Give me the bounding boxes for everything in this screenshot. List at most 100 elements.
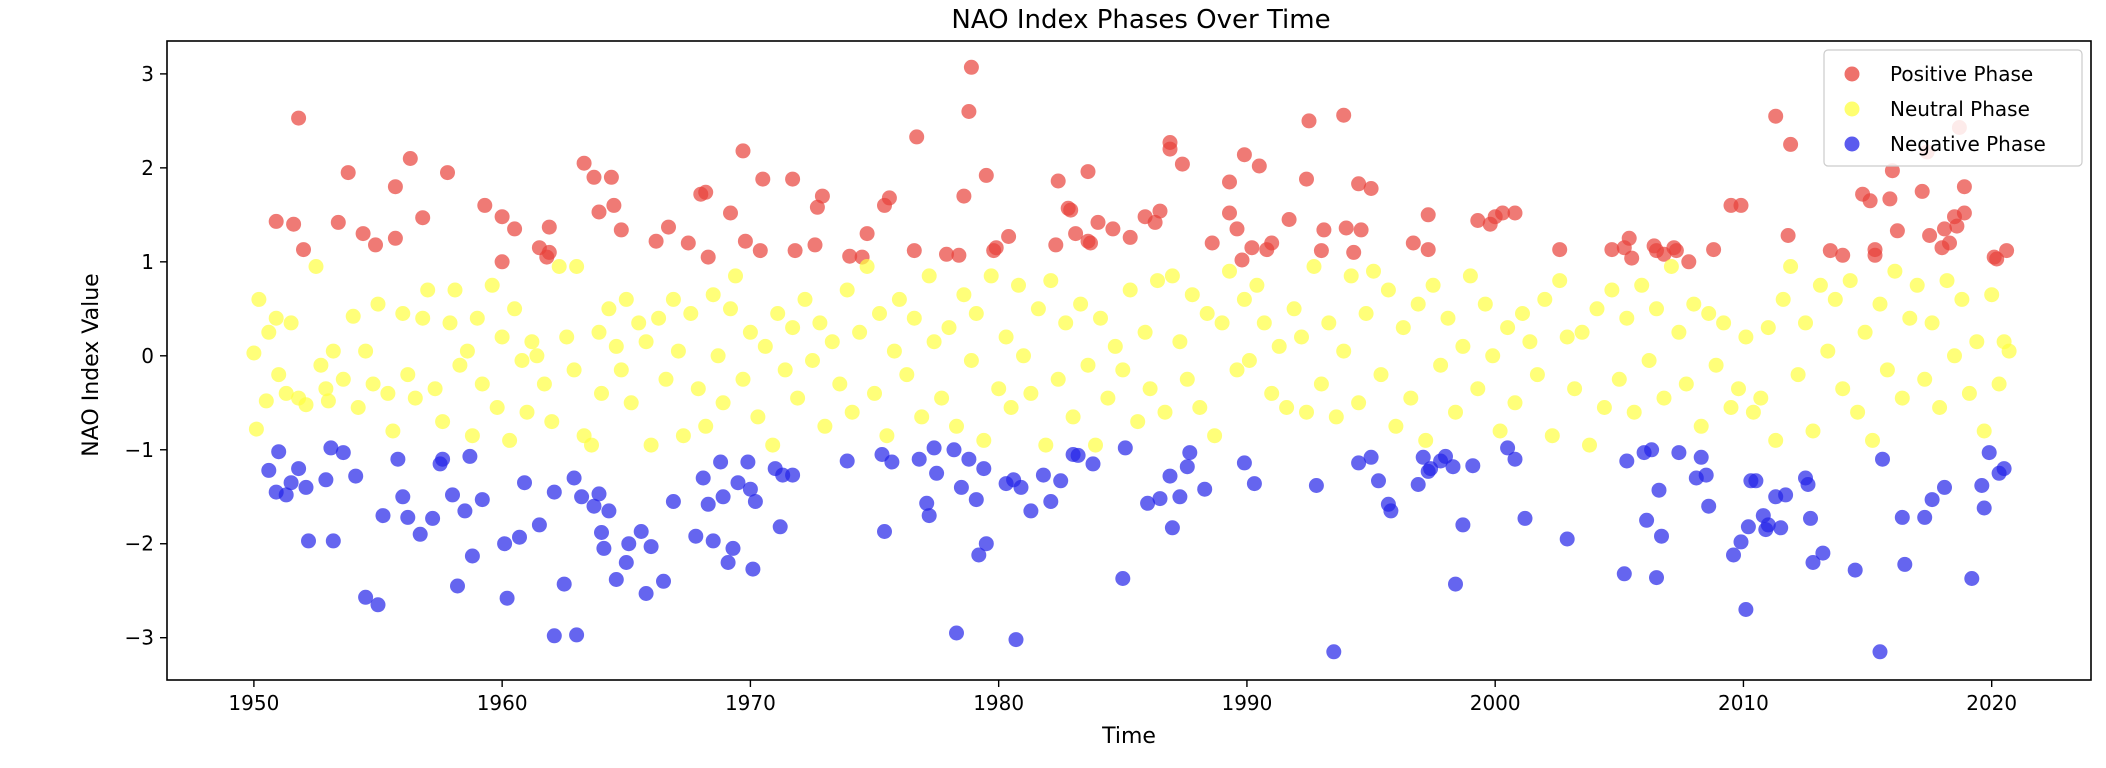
point-neutral bbox=[1222, 263, 1237, 279]
point-negative bbox=[594, 525, 609, 540]
point-neutral bbox=[474, 376, 490, 392]
point-neutral bbox=[618, 291, 634, 307]
point-positive bbox=[1090, 214, 1106, 230]
point-positive bbox=[507, 221, 523, 237]
point-neutral bbox=[370, 296, 386, 312]
point-neutral bbox=[839, 282, 855, 298]
point-positive bbox=[1668, 243, 1684, 259]
point-neutral bbox=[435, 414, 451, 430]
point-neutral bbox=[1879, 362, 1895, 378]
point-positive bbox=[415, 210, 431, 226]
point-negative bbox=[608, 572, 624, 587]
point-negative bbox=[971, 547, 987, 563]
point-positive bbox=[906, 243, 922, 259]
point-neutral bbox=[683, 306, 699, 321]
point-negative bbox=[785, 467, 801, 483]
point-positive bbox=[1986, 249, 2002, 265]
point-negative bbox=[1815, 545, 1831, 561]
point-neutral bbox=[1731, 381, 1746, 397]
point-negative bbox=[643, 539, 659, 555]
point-positive bbox=[268, 213, 284, 229]
point-neutral bbox=[1172, 334, 1188, 350]
point-positive bbox=[1222, 205, 1237, 221]
point-positive bbox=[1405, 235, 1421, 251]
point-neutral bbox=[1909, 277, 1925, 293]
point-negative bbox=[725, 540, 741, 556]
point-negative bbox=[1897, 556, 1913, 572]
point-positive bbox=[1783, 136, 1799, 152]
point-neutral bbox=[1641, 353, 1657, 368]
x-tick-label: 1960 bbox=[477, 691, 528, 715]
point-positive bbox=[1922, 228, 1938, 243]
point-neutral bbox=[1343, 268, 1359, 284]
point-neutral bbox=[1582, 437, 1597, 453]
x-tick-label: 2010 bbox=[1718, 691, 1769, 715]
point-neutral bbox=[1418, 432, 1434, 448]
point-neutral bbox=[631, 315, 647, 331]
point-neutral bbox=[1969, 334, 1985, 350]
point-neutral bbox=[1663, 259, 1679, 274]
point-positive bbox=[1281, 212, 1297, 227]
point-positive bbox=[296, 242, 311, 258]
point-positive bbox=[368, 237, 383, 253]
point-positive bbox=[814, 188, 830, 204]
point-neutral bbox=[750, 409, 766, 425]
point-neutral bbox=[1366, 263, 1381, 279]
point-negative bbox=[1996, 461, 2012, 477]
point-positive bbox=[752, 243, 768, 259]
legend-label-neutral: Neutral Phase bbox=[1890, 97, 2030, 121]
point-positive bbox=[1251, 158, 1267, 174]
point-neutral bbox=[1984, 287, 2000, 303]
point-neutral bbox=[1179, 371, 1195, 387]
point-negative bbox=[978, 536, 994, 552]
point-positive bbox=[1338, 220, 1354, 236]
point-negative bbox=[1671, 445, 1687, 461]
point-negative bbox=[1733, 534, 1749, 550]
point-positive bbox=[402, 151, 418, 166]
point-neutral bbox=[1760, 320, 1776, 336]
point-neutral bbox=[1671, 324, 1687, 340]
point-positive bbox=[440, 165, 455, 181]
point-positive bbox=[1949, 218, 1965, 234]
point-negative bbox=[1639, 512, 1655, 528]
point-positive bbox=[613, 222, 629, 238]
point-neutral bbox=[507, 301, 523, 317]
point-positive bbox=[648, 233, 664, 249]
point-neutral bbox=[1596, 400, 1612, 415]
point-negative bbox=[301, 533, 316, 549]
axes-frame bbox=[166, 40, 2092, 681]
point-negative bbox=[464, 548, 480, 564]
point-neutral bbox=[251, 291, 267, 307]
point-negative bbox=[1164, 520, 1180, 536]
point-neutral bbox=[544, 414, 560, 430]
point-negative bbox=[1616, 566, 1632, 582]
point-neutral bbox=[1184, 287, 1200, 303]
point-positive bbox=[286, 216, 302, 232]
point-negative bbox=[1013, 479, 1029, 495]
point-negative bbox=[720, 555, 736, 570]
point-neutral bbox=[698, 418, 714, 434]
point-positive bbox=[1316, 222, 1332, 238]
legend-label-positive: Positive Phase bbox=[1890, 62, 2033, 86]
point-neutral bbox=[785, 320, 801, 336]
point-negative bbox=[1517, 510, 1533, 526]
point-neutral bbox=[1686, 296, 1702, 312]
point-neutral bbox=[271, 367, 287, 383]
point-neutral bbox=[1619, 310, 1635, 326]
point-positive bbox=[680, 235, 696, 251]
point-neutral bbox=[278, 385, 294, 401]
point-neutral bbox=[1130, 414, 1146, 430]
point-negative bbox=[1740, 519, 1756, 535]
point-neutral bbox=[569, 259, 585, 274]
point-neutral bbox=[1976, 423, 1992, 439]
point-positive bbox=[1299, 171, 1314, 187]
point-neutral bbox=[469, 310, 485, 326]
point-positive bbox=[807, 237, 823, 253]
point-positive bbox=[576, 155, 592, 171]
point-neutral bbox=[1768, 432, 1784, 448]
point-neutral bbox=[313, 357, 329, 373]
point-neutral bbox=[1093, 310, 1108, 326]
point-neutral bbox=[742, 324, 758, 340]
point-neutral bbox=[1271, 338, 1287, 354]
point-positive bbox=[1889, 223, 1905, 239]
